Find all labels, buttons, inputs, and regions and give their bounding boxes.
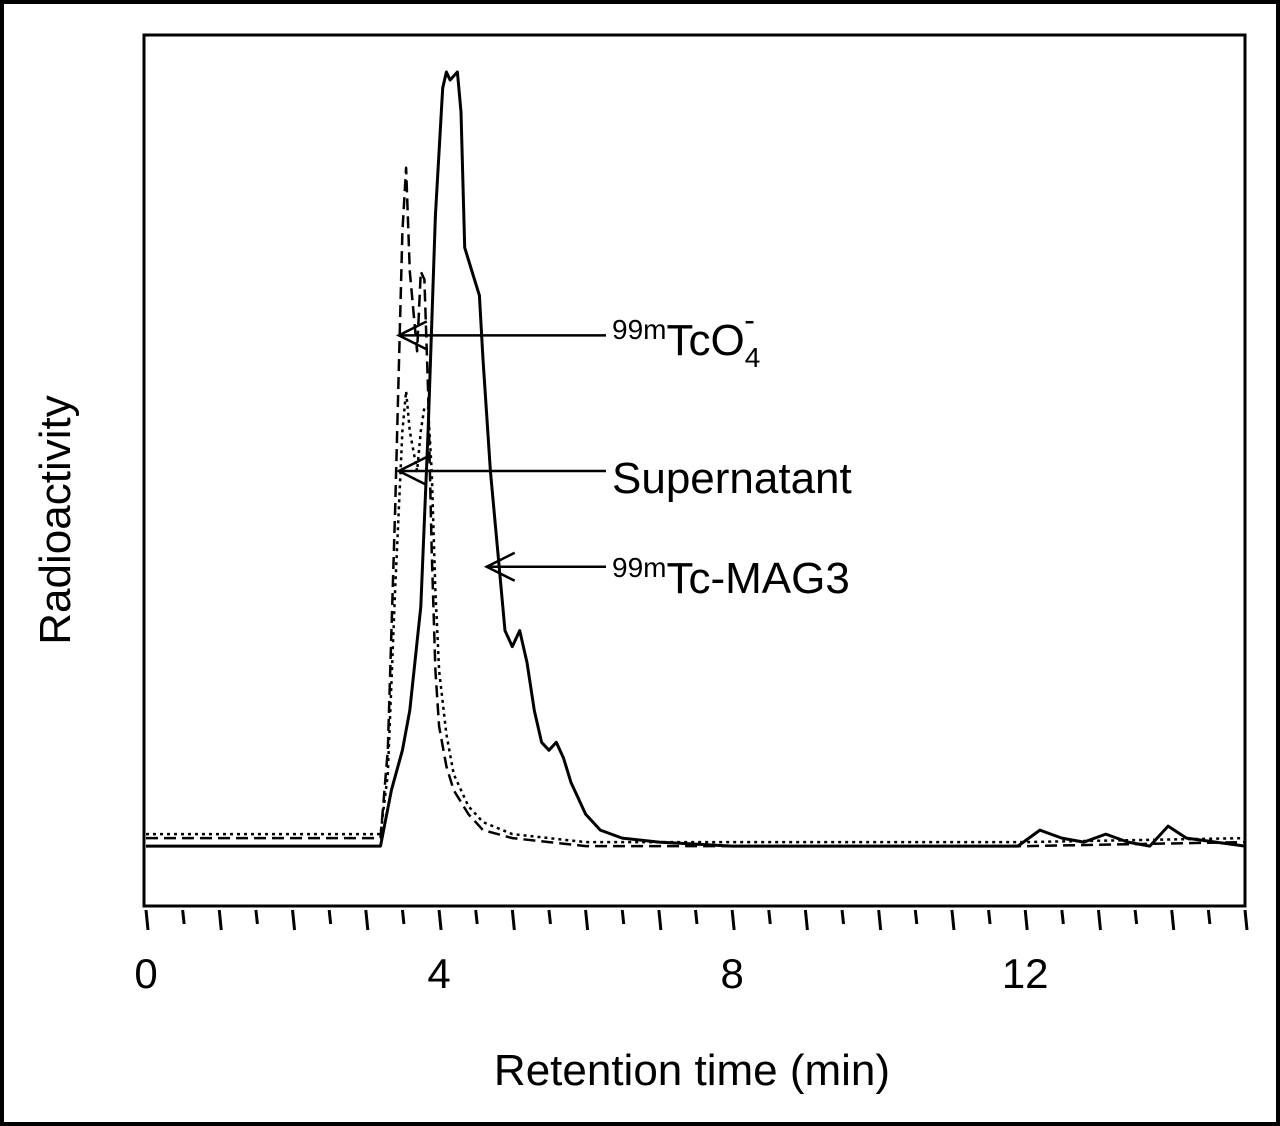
x-tick — [657, 909, 663, 931]
x-tick — [254, 909, 259, 925]
compound-name: TcO — [666, 316, 744, 365]
x-axis-ticks — [144, 909, 1249, 931]
x-tick — [144, 909, 150, 931]
annotation-label: 99mTc-MAG3 — [612, 552, 850, 603]
x-tick — [181, 909, 186, 925]
series-line-dashed — [146, 166, 1246, 848]
x-tick — [1133, 909, 1139, 925]
x-tick — [620, 909, 626, 925]
x-tick — [767, 909, 772, 925]
plot-area-border — [142, 33, 1247, 908]
annotation-arrow-head — [395, 455, 428, 487]
series-lines — [146, 70, 1246, 848]
x-tick — [1170, 909, 1176, 931]
x-tick — [1206, 909, 1212, 925]
x-tick — [730, 909, 736, 931]
x-tick — [877, 909, 883, 931]
x-axis-label: Retention time (min) — [494, 1046, 890, 1095]
x-tick — [291, 909, 297, 931]
x-tick — [803, 909, 809, 931]
x-tick — [217, 909, 223, 931]
x-tick-label: 12 — [1002, 950, 1049, 997]
isotope-prefix: 99m — [612, 314, 666, 345]
y-axis-label: Radioactivity — [31, 395, 80, 644]
annotation-arrow-head — [483, 551, 516, 582]
annotation-label: Supernatant — [612, 454, 852, 503]
x-tick — [950, 909, 956, 931]
annotation-label: 99mTcO4 - — [612, 302, 760, 373]
x-tick — [584, 909, 590, 931]
x-tick — [437, 909, 443, 931]
x-tick — [474, 909, 479, 925]
x-tick — [510, 909, 516, 931]
series-line-solid — [146, 70, 1246, 848]
x-tick — [327, 909, 333, 925]
charge-superscript: - — [744, 302, 755, 338]
x-tick — [1243, 909, 1249, 931]
compound-name: Tc-MAG3 — [666, 554, 849, 603]
x-tick — [840, 909, 846, 925]
x-tick — [1096, 909, 1102, 931]
subscript: 4 — [745, 342, 761, 373]
series-line-dotted — [146, 389, 1246, 844]
x-axis-tick-labels: 0 4 8 12 — [134, 950, 1048, 997]
isotope-prefix: 99m — [612, 552, 666, 583]
x-tick-label: 0 — [134, 950, 157, 997]
x-tick — [400, 909, 406, 925]
x-tick — [694, 909, 699, 925]
x-tick — [364, 909, 370, 931]
x-tick — [913, 909, 919, 925]
x-tick — [547, 909, 552, 925]
x-tick — [1023, 909, 1029, 931]
annotation-arrow-head — [395, 320, 428, 351]
x-tick — [1060, 909, 1065, 925]
x-tick-label: 4 — [427, 950, 450, 997]
x-tick-label: 8 — [720, 950, 743, 997]
x-tick — [987, 909, 992, 925]
